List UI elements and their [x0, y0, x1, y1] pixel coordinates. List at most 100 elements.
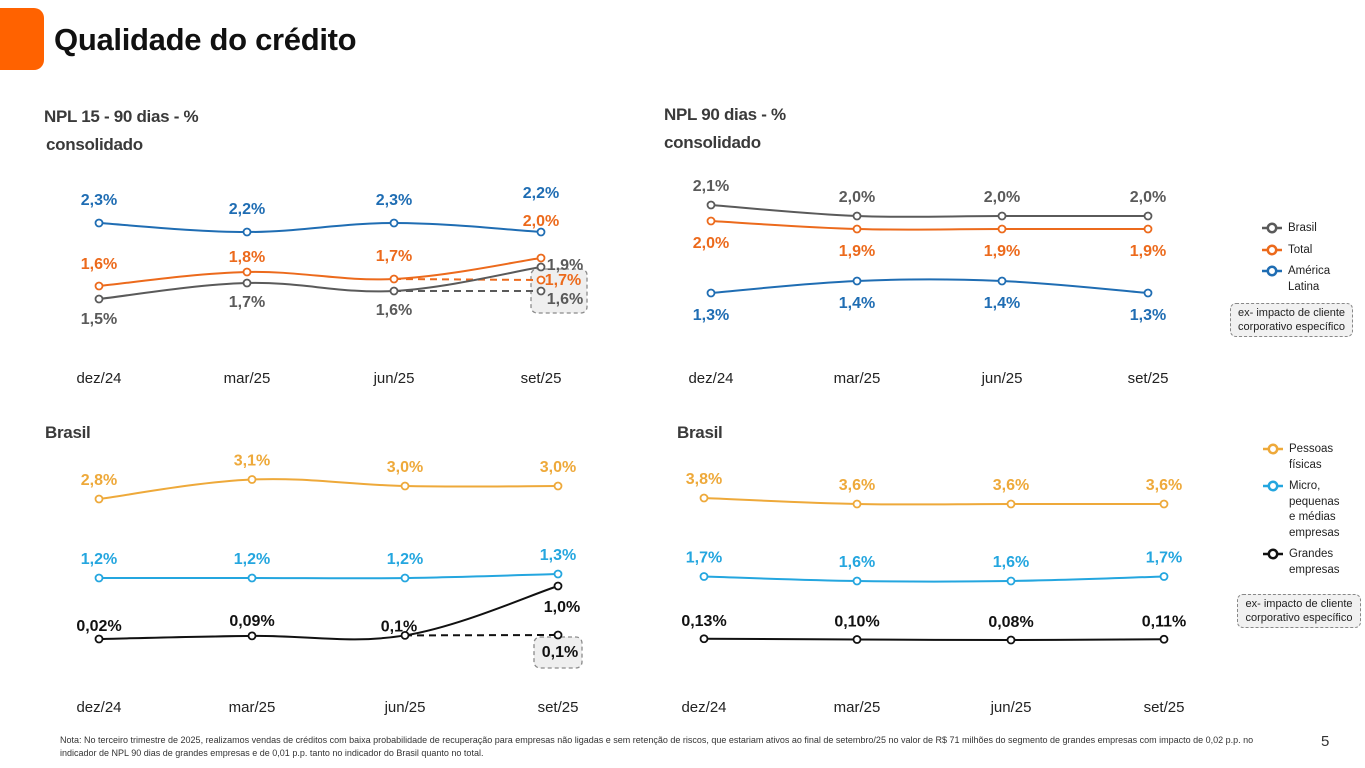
ex-impact-point [536, 275, 546, 285]
panel-title-line1: NPL 90 dias - % [664, 105, 786, 124]
data-point [247, 631, 257, 641]
series-line [99, 573, 559, 580]
data-point [553, 581, 563, 591]
data-label: 0,02% [76, 618, 121, 635]
data-point [400, 481, 410, 491]
ex-impact-point [553, 630, 563, 640]
series-line [98, 585, 559, 641]
series-brasil: 1,6% 1,5% 1,7% 1,6% 1,9% [81, 257, 583, 328]
data-point [400, 631, 410, 640]
ex-impact-legend-box-top: ex- impacto de cliente corporativo espec… [1230, 303, 1353, 337]
panel-title-brasil-right: Brasil [677, 419, 723, 447]
data-point [242, 227, 252, 237]
data-point [242, 267, 252, 277]
data-label: 1,3% [1130, 307, 1166, 324]
data-point [242, 278, 252, 288]
data-label: 2,0% [839, 189, 875, 206]
data-point [1159, 499, 1169, 509]
data-label: 1,9% [1130, 243, 1166, 260]
chart-1: dez/24 mar/25 jun/25 set/25 2,3% 2,2% 2,3% 2,2%… [76, 185, 588, 387]
data-label: 0,13% [681, 613, 726, 630]
data-label: 0,1% [381, 618, 417, 635]
ex-impact-line [393, 278, 542, 281]
series-total: 2,0% 1,9% 1,9% 1,9% [693, 216, 1166, 260]
legend-item-grandes-empresas: Grandes empresas [1263, 547, 1363, 578]
data-point [94, 281, 104, 291]
series-line [710, 220, 1148, 231]
series-micro-pequenas-e-medias-empresas: 1,7% 1,6% 1,6% 1,7% [686, 550, 1182, 586]
series-line [710, 278, 1149, 294]
data-label: 1,9% [839, 243, 875, 260]
footnote: Nota: No terceiro trimestre de 2025, rea… [60, 735, 1254, 758]
data-label: 2,2% [229, 201, 265, 218]
data-point [699, 572, 709, 581]
data-label: 0,09% [229, 613, 274, 630]
data-point [852, 635, 862, 644]
series-micro-pequenas-e-medias-empresas: 1,2% 1,2% 1,2% 1,3% [81, 547, 576, 583]
data-point [852, 224, 862, 234]
data-label: 1,3% [540, 547, 576, 564]
x-tick-label: set/25 [521, 370, 562, 387]
x-tick-label: dez/24 [76, 370, 121, 387]
page-number: 5 [1321, 733, 1330, 750]
data-point [852, 499, 862, 509]
chart-4: dez/24 mar/25 jun/25 set/25 3,8% 3,6% 3,6% 3,6%… [681, 471, 1186, 716]
series-line [98, 221, 542, 234]
legend-item-micro-pequenas-e-medias-empresas: Micro, pequenas e médias empresas [1263, 479, 1363, 541]
panel-title-npl90: NPL 90 dias - % consolidado [664, 101, 786, 157]
data-label: 2,1% [693, 178, 729, 195]
data-point [1143, 211, 1153, 221]
legend-consolidated: Brasil Total América Latina [1262, 221, 1362, 301]
data-point [1143, 288, 1153, 298]
series-grandes-empresas: 0,1% 0,02% 0,09% 0,1% 1,0% [76, 581, 580, 661]
data-point [553, 481, 563, 491]
data-label: 2,2% [523, 185, 559, 202]
chart-3: dez/24 mar/25 jun/25 set/25 2,8% 3,1% 3,0% 3,0%… [76, 453, 583, 716]
data-point [852, 276, 862, 286]
series-line [703, 497, 1164, 506]
data-label: 3,8% [686, 471, 722, 488]
x-tick-label: mar/25 [229, 699, 276, 716]
series-line [98, 478, 559, 500]
data-label: 1,6% [839, 554, 875, 571]
legend-item-total: Total [1262, 243, 1362, 259]
data-point [997, 276, 1007, 286]
data-point [247, 475, 257, 484]
x-tick-label: dez/24 [76, 699, 121, 716]
data-label: 3,0% [387, 459, 423, 476]
legend-label: Micro, pequenas e médias empresas [1289, 480, 1340, 539]
x-tick-label: jun/25 [384, 699, 426, 716]
ex-impact-legend-box-bottom: ex- impacto de cliente corporativo espec… [1237, 594, 1361, 628]
panel-title-brasil-left: Brasil [45, 419, 91, 447]
series-america-latina: 2,3% 2,2% 2,3% 2,2% [81, 185, 559, 237]
data-label: 1,7% [686, 550, 722, 567]
series-line [710, 204, 1148, 218]
data-label: 2,3% [81, 192, 117, 209]
panel-title-line1: NPL 15 - 90 dias - % [44, 107, 199, 126]
data-point [997, 211, 1007, 221]
data-label: 1,9% [984, 243, 1020, 260]
data-label: 3,6% [839, 477, 875, 494]
data-label: 1,4% [839, 295, 875, 312]
x-tick-label: set/25 [1144, 699, 1185, 716]
data-label: 1,8% [229, 249, 265, 266]
data-label: 0,11% [1142, 613, 1186, 630]
x-tick-label: jun/25 [981, 370, 1023, 387]
ex-impact-label: 1,6% [547, 291, 583, 308]
legend-label: Total [1288, 243, 1313, 256]
x-tick-label: set/25 [1128, 370, 1169, 387]
data-point [536, 227, 546, 237]
data-label: 1,3% [693, 307, 729, 324]
data-label: 0,08% [988, 614, 1033, 631]
x-tick-label: dez/24 [681, 699, 726, 716]
series-line [98, 266, 542, 300]
x-tick-label: dez/24 [688, 370, 733, 387]
data-point [997, 224, 1007, 234]
data-point [94, 494, 104, 504]
legend-marker-icon [1262, 244, 1282, 255]
data-label: 2,0% [984, 189, 1020, 206]
legend-marker-icon [1263, 480, 1283, 492]
data-label: 0,10% [834, 614, 879, 631]
legend-segments: Pessoas físicas Micro, pequenas e médias … [1263, 442, 1363, 584]
